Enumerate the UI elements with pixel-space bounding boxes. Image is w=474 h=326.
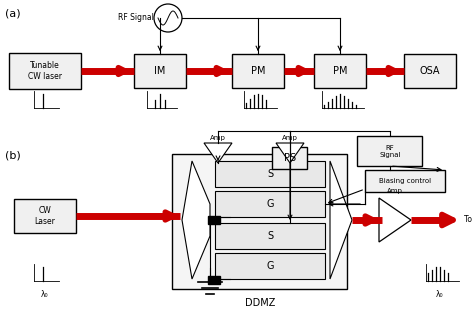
Bar xyxy=(215,223,325,249)
Bar xyxy=(365,170,445,192)
Text: DDMZ: DDMZ xyxy=(245,299,275,308)
Text: Tunable
CW laser: Tunable CW laser xyxy=(28,61,62,81)
Text: (b): (b) xyxy=(5,151,21,161)
Polygon shape xyxy=(330,161,352,279)
Text: To Tx: To Tx xyxy=(464,215,474,225)
Text: S: S xyxy=(267,169,273,179)
Text: Amp: Amp xyxy=(282,135,298,141)
Bar xyxy=(14,199,76,233)
Text: IM: IM xyxy=(155,66,166,76)
Text: G: G xyxy=(266,261,274,271)
Text: OSA: OSA xyxy=(420,66,440,76)
Text: (a): (a) xyxy=(5,8,21,18)
Bar xyxy=(273,147,308,169)
Bar xyxy=(215,191,325,217)
Bar xyxy=(404,54,456,88)
Bar xyxy=(173,154,347,289)
Bar xyxy=(215,161,325,187)
Text: Amp: Amp xyxy=(210,135,226,141)
Text: PM: PM xyxy=(333,66,347,76)
Polygon shape xyxy=(182,161,210,279)
Polygon shape xyxy=(379,198,411,242)
Bar xyxy=(9,53,81,89)
Text: S: S xyxy=(267,231,273,241)
Bar xyxy=(232,54,284,88)
Text: PS: PS xyxy=(284,153,296,163)
Bar xyxy=(215,253,325,279)
Text: Biasing control: Biasing control xyxy=(379,178,431,184)
Polygon shape xyxy=(204,143,232,163)
Text: PM: PM xyxy=(251,66,265,76)
Text: RF Signal: RF Signal xyxy=(118,13,154,22)
Bar xyxy=(208,216,220,224)
Bar xyxy=(314,54,366,88)
Text: RF
Signal: RF Signal xyxy=(379,144,401,157)
Text: Amp: Amp xyxy=(387,188,403,194)
Text: λ₀: λ₀ xyxy=(436,290,444,299)
Bar xyxy=(357,136,422,166)
Text: CW
Laser: CW Laser xyxy=(35,206,55,226)
Text: λ₀: λ₀ xyxy=(41,290,49,299)
Polygon shape xyxy=(276,143,304,163)
Bar xyxy=(208,276,220,284)
Bar xyxy=(134,54,186,88)
Text: G: G xyxy=(266,199,274,209)
